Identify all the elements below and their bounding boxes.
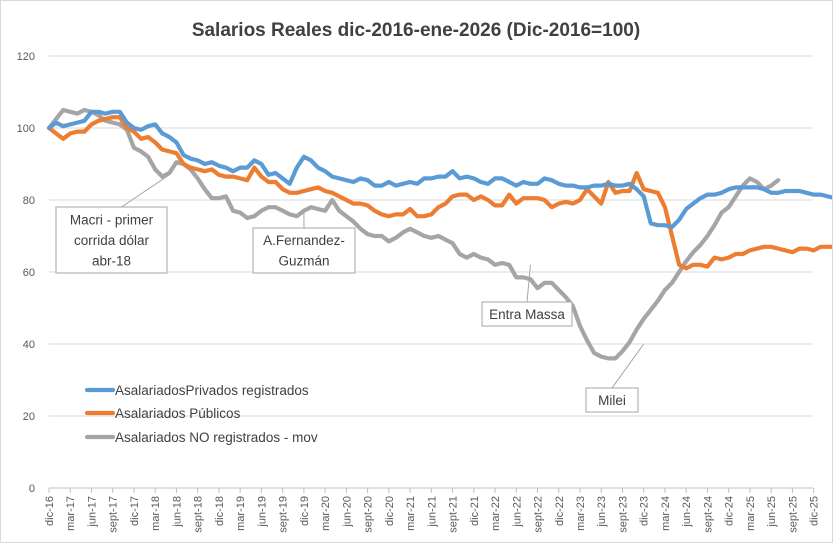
x-tick-label: jun-23 bbox=[596, 496, 608, 528]
x-tick-label: dic-24 bbox=[724, 496, 736, 526]
y-tick-label: 60 bbox=[23, 267, 35, 279]
x-tick-label: dic-23 bbox=[639, 496, 651, 526]
annotations: Macri - primer corrida dólar abr-18 A.Ferna… bbox=[55, 174, 645, 413]
x-tick-label: sept-22 bbox=[533, 496, 545, 533]
x-tick-label: dic-17 bbox=[129, 496, 141, 526]
x-tick-label: dic-25 bbox=[809, 496, 821, 526]
x-tick-label: sept-17 bbox=[108, 496, 120, 533]
x-tick-label: mar-23 bbox=[575, 496, 587, 531]
series-line-0 bbox=[46, 109, 832, 230]
legend-label: Asalariados Públicos bbox=[115, 406, 241, 421]
annotation-leader-line bbox=[611, 343, 645, 389]
x-tick-label: mar-25 bbox=[745, 496, 757, 531]
axes: 0 20 40 60 80 100 120 dic-16 mar-17 jun-17 sept-17… bbox=[17, 51, 821, 533]
annotation-text: Milei bbox=[598, 393, 626, 408]
annotation-text: abr-18 bbox=[92, 253, 131, 268]
x-tick-label: jun-18 bbox=[171, 496, 183, 528]
x-tick-label: mar-21 bbox=[405, 496, 417, 531]
annotation-callout-0: Macri - primer corrida dólar abr-18 bbox=[55, 174, 170, 274]
x-tick-label: jun-25 bbox=[766, 496, 778, 528]
x-tick-label: dic-19 bbox=[299, 496, 311, 526]
x-tick-label: jun-21 bbox=[426, 496, 438, 528]
annotation-text: corrida dólar bbox=[74, 233, 150, 248]
y-tick-label: 40 bbox=[23, 339, 35, 351]
x-tick-label: dic-18 bbox=[214, 496, 226, 526]
annotation-box bbox=[252, 227, 356, 274]
y-tick-label: 100 bbox=[17, 123, 35, 135]
annotation-leader-line bbox=[526, 264, 531, 303]
x-tick-label: mar-22 bbox=[490, 496, 502, 531]
x-tick-label: jun-22 bbox=[511, 496, 523, 528]
series-lines bbox=[46, 107, 832, 361]
x-tick-label: sept-18 bbox=[193, 496, 205, 533]
gridlines bbox=[49, 55, 813, 489]
legend-entry-0: AsalariadosPrivados registrados bbox=[84, 383, 309, 398]
annotation-callout-2: Entra Massa bbox=[481, 264, 573, 327]
x-tick-label: jun-19 bbox=[256, 496, 268, 528]
x-tick-label: sept-20 bbox=[363, 496, 375, 533]
x-tick-label: sept-21 bbox=[448, 496, 460, 533]
y-tick-label: 20 bbox=[23, 411, 35, 423]
x-tick-label: sept-19 bbox=[278, 496, 290, 533]
annotation-box bbox=[55, 206, 168, 274]
series-line-2 bbox=[46, 107, 781, 361]
legend-label: AsalariadosPrivados registrados bbox=[115, 383, 309, 398]
x-tick-label: sept-25 bbox=[787, 496, 799, 533]
annotation-text: Macri - primer bbox=[70, 212, 154, 227]
annotation-text: Guzmán bbox=[278, 254, 329, 269]
x-tick-label: mar-18 bbox=[150, 496, 162, 531]
annotation-box bbox=[585, 387, 639, 413]
x-tick-label: jun-20 bbox=[341, 496, 353, 528]
annotation-callout-1: A.Fernandez- Guzmán bbox=[252, 210, 356, 274]
y-tick-label: 120 bbox=[17, 51, 35, 63]
legend-entry-1: Asalariados Públicos bbox=[84, 406, 241, 421]
legend-label: Asalariados NO registrados - mov bbox=[115, 430, 318, 445]
x-tick-label: jun-17 bbox=[86, 496, 98, 528]
series-line-1 bbox=[46, 115, 832, 271]
x-tick-label: jun-24 bbox=[681, 496, 693, 528]
annotation-text: Entra Massa bbox=[489, 307, 565, 322]
annotation-text: A.Fernandez- bbox=[263, 233, 345, 248]
y-tick-label: 80 bbox=[23, 195, 35, 207]
x-tick-label: dic-16 bbox=[44, 496, 56, 526]
annotation-leader-line bbox=[121, 174, 170, 208]
x-tick-label: sept-23 bbox=[617, 496, 629, 533]
x-tick-label: sept-24 bbox=[702, 496, 714, 533]
annotation-box bbox=[481, 301, 573, 327]
x-tick-label: mar-17 bbox=[65, 496, 77, 531]
x-tick-label: mar-20 bbox=[320, 496, 332, 531]
legend-entry-2: Asalariados NO registrados - mov bbox=[84, 430, 318, 445]
x-tick-label: mar-19 bbox=[235, 496, 247, 531]
legend: AsalariadosPrivados registrados Asalariad… bbox=[84, 383, 318, 445]
chart-title: Salarios Reales dic-2016-ene-2026 (Dic-2… bbox=[192, 20, 640, 41]
x-tick-label: dic-22 bbox=[554, 496, 566, 526]
x-tick-label: mar-24 bbox=[660, 496, 672, 531]
x-tick-label: dic-21 bbox=[469, 496, 481, 526]
annotation-callout-3: Milei bbox=[585, 343, 645, 413]
x-tick-label: dic-20 bbox=[384, 496, 396, 526]
y-tick-label: 0 bbox=[29, 483, 35, 495]
